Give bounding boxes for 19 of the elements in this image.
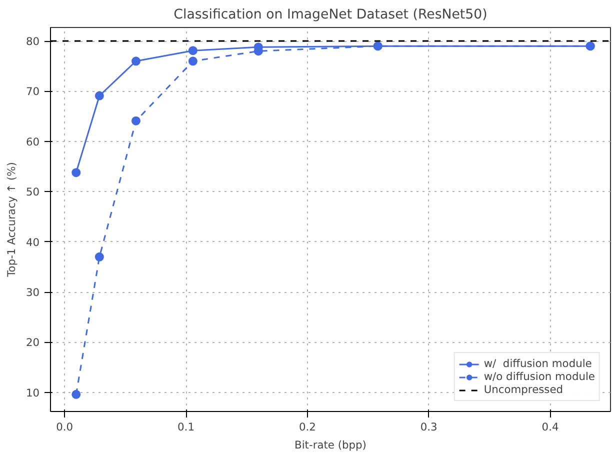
x-tick-label: 0.4 xyxy=(542,420,559,434)
x-tick-label: 0.2 xyxy=(298,420,316,434)
legend-label: w/o diffusion module xyxy=(484,370,595,383)
y-tick-label: 80 xyxy=(26,35,40,48)
y-tick-label: 20 xyxy=(26,336,40,350)
legend-label: Uncompressed xyxy=(484,383,564,396)
x-tick-label: 0.1 xyxy=(178,420,194,434)
y-tick-label: 40 xyxy=(26,236,40,249)
chart-title: Classification on ImageNet Dataset (ResNet50) xyxy=(174,8,488,22)
x-tick-label: 0.3 xyxy=(420,420,438,434)
y-tick-label: 50 xyxy=(26,186,40,199)
x-tick-label: 0.0 xyxy=(56,420,74,434)
y-axis-title: Top-1 Accuracy ↑ (%) xyxy=(4,162,18,278)
legend-label: w/ diffusion module xyxy=(484,357,592,370)
y-tick-label: 70 xyxy=(26,85,40,98)
y-tick-label: 60 xyxy=(26,135,40,148)
y-tick-label: 10 xyxy=(26,386,40,400)
y-tick-label: 30 xyxy=(26,286,40,300)
x-axis-title: Bit-rate (bpp) xyxy=(294,438,366,452)
